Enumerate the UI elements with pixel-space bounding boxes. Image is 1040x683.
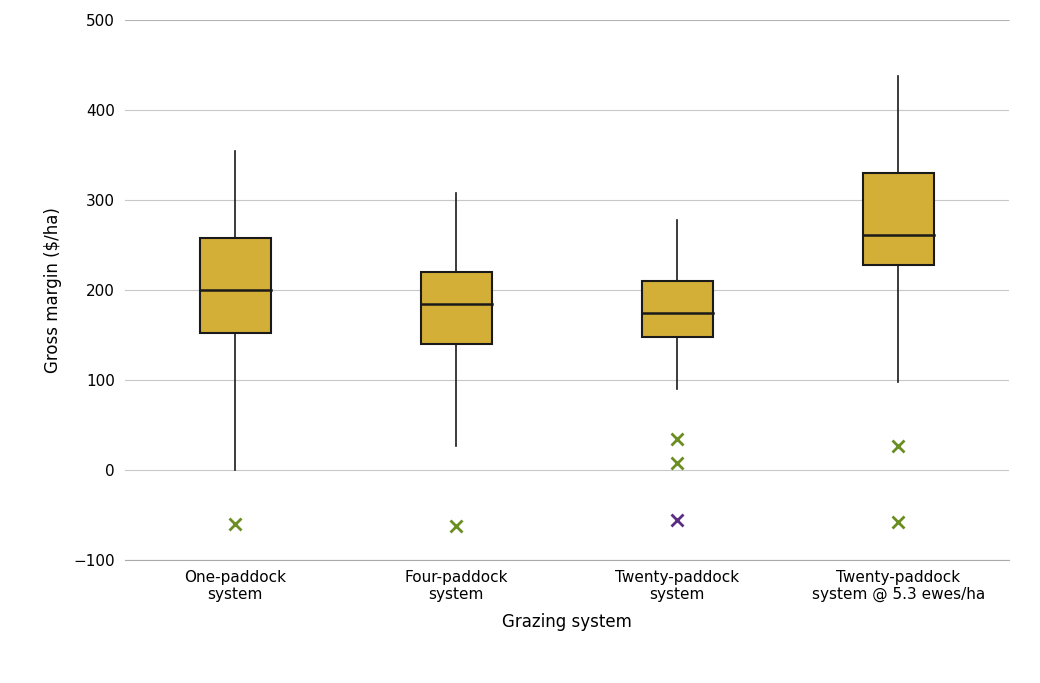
FancyBboxPatch shape xyxy=(421,273,492,344)
FancyBboxPatch shape xyxy=(642,281,712,337)
Y-axis label: Gross margin ($/ha): Gross margin ($/ha) xyxy=(45,208,62,373)
X-axis label: Grazing system: Grazing system xyxy=(502,613,631,632)
FancyBboxPatch shape xyxy=(200,238,270,333)
FancyBboxPatch shape xyxy=(863,173,934,265)
